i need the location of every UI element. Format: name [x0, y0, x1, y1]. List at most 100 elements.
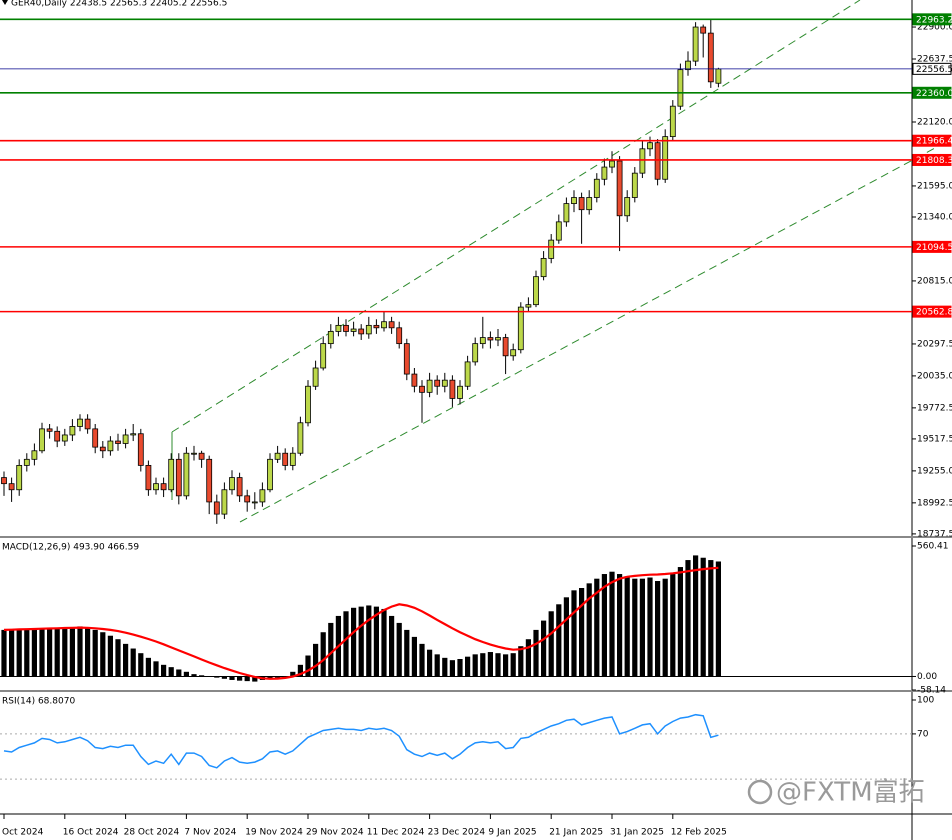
macd-bar	[123, 643, 129, 677]
level-label: 20562.8	[916, 308, 952, 318]
channel-line	[239, 147, 936, 523]
candle-body	[707, 32, 714, 83]
macd-bar	[571, 590, 577, 677]
level-label: 22556.5	[916, 65, 952, 75]
signal-line	[3, 566, 719, 680]
candle-body	[548, 239, 555, 259]
candle-body	[229, 477, 235, 491]
chart-title: GER40,Daily 22438.5 22565.3 22405.2 2255…	[11, 0, 227, 9]
macd-bar	[130, 648, 136, 677]
macd-bar	[632, 578, 638, 677]
candle-body	[654, 142, 661, 180]
candle-body	[419, 385, 425, 393]
candle-body	[54, 430, 61, 442]
candle-body	[8, 483, 15, 491]
y-tick-label: 22637.5	[917, 54, 952, 64]
candle-body	[92, 428, 99, 448]
macd-bar	[510, 653, 516, 677]
candle-body	[586, 197, 593, 211]
x-tick-label: 28 Oct 2024	[124, 828, 180, 838]
macd-bar	[1, 629, 7, 677]
channel-line	[171, 0, 861, 433]
candle-body	[145, 464, 152, 491]
macd-bar	[237, 676, 243, 681]
x-tick-label: 21 Jan 2025	[549, 828, 603, 838]
candle-body	[358, 328, 365, 335]
macd-bar	[313, 643, 319, 677]
level-label-box	[912, 13, 952, 26]
y-tick-label: 22120.0	[917, 118, 952, 128]
macd-bar	[138, 653, 144, 677]
candle-body	[434, 379, 441, 387]
candle-body	[297, 422, 304, 454]
candle-body	[130, 433, 137, 436]
macd-bar	[351, 607, 357, 677]
macd-bar	[275, 676, 281, 678]
macd-bar	[153, 661, 159, 677]
candle-body	[540, 257, 547, 278]
candle-body	[669, 105, 676, 138]
y-tick-label: 100	[917, 696, 934, 706]
macd-bar	[320, 632, 326, 677]
level-label-box	[912, 305, 952, 318]
macd-bar	[107, 635, 113, 677]
x-tick-label: 29 Nov 2024	[306, 828, 364, 838]
macd-bar	[609, 571, 615, 677]
level-label-box	[912, 62, 952, 75]
candle-body	[472, 343, 479, 363]
y-tick-label: 19772.5	[917, 403, 952, 413]
macd-bar	[457, 659, 463, 677]
macd-bar	[677, 567, 683, 677]
watermark: @FXTM富拓	[776, 778, 925, 808]
macd-bar	[480, 653, 486, 677]
macd-bar	[297, 664, 303, 677]
x-tick-label: 11 Dec 2024	[367, 828, 425, 838]
macd-bar	[579, 587, 585, 677]
macd-bar	[533, 629, 539, 677]
candle-body	[213, 501, 220, 515]
macd-bar	[206, 676, 212, 677]
x-tick-label: 7 Nov 2024	[184, 828, 236, 838]
macd-bar	[54, 627, 60, 677]
y-tick-label: 21595.0	[917, 181, 952, 191]
candle-body	[16, 464, 23, 491]
candle-body	[191, 452, 197, 455]
candle-body	[206, 458, 213, 503]
y-tick-label: 19517.5	[917, 434, 952, 444]
macd-bar	[31, 628, 37, 677]
level-label: 22360.0	[916, 89, 952, 99]
candle-body	[343, 324, 349, 332]
candle-body	[533, 276, 539, 306]
macd-bar	[115, 639, 121, 677]
x-tick-label: 9 Jan 2025	[488, 828, 536, 838]
candle-body	[381, 321, 387, 329]
macd-bar	[594, 578, 600, 677]
candle-body	[517, 306, 524, 351]
candle-body	[221, 489, 228, 515]
candle-body	[23, 458, 30, 466]
candle-body	[335, 324, 342, 332]
macd-bar	[662, 578, 668, 677]
macd-bar	[62, 627, 68, 677]
macd-bar	[601, 574, 607, 677]
candle-body	[396, 327, 403, 345]
y-tick-label: 560.41	[917, 542, 949, 552]
chart-menu-icon	[2, 0, 8, 5]
candle-body	[571, 197, 577, 204]
macd-bar	[389, 615, 395, 677]
candle-body	[631, 172, 638, 198]
macd-bar	[85, 627, 91, 677]
macd-bar	[715, 561, 721, 677]
rsi-title: RSI(14) 68.8070	[2, 697, 75, 707]
macd-bar	[449, 660, 455, 677]
macd-bar	[229, 676, 235, 680]
macd-bar	[161, 664, 167, 677]
candle-body	[457, 385, 463, 399]
y-tick-label: -58.14	[917, 686, 946, 696]
macd-bar	[343, 611, 349, 677]
candle-body	[350, 328, 357, 332]
candle-body	[449, 379, 456, 399]
macd-bar	[9, 629, 15, 677]
